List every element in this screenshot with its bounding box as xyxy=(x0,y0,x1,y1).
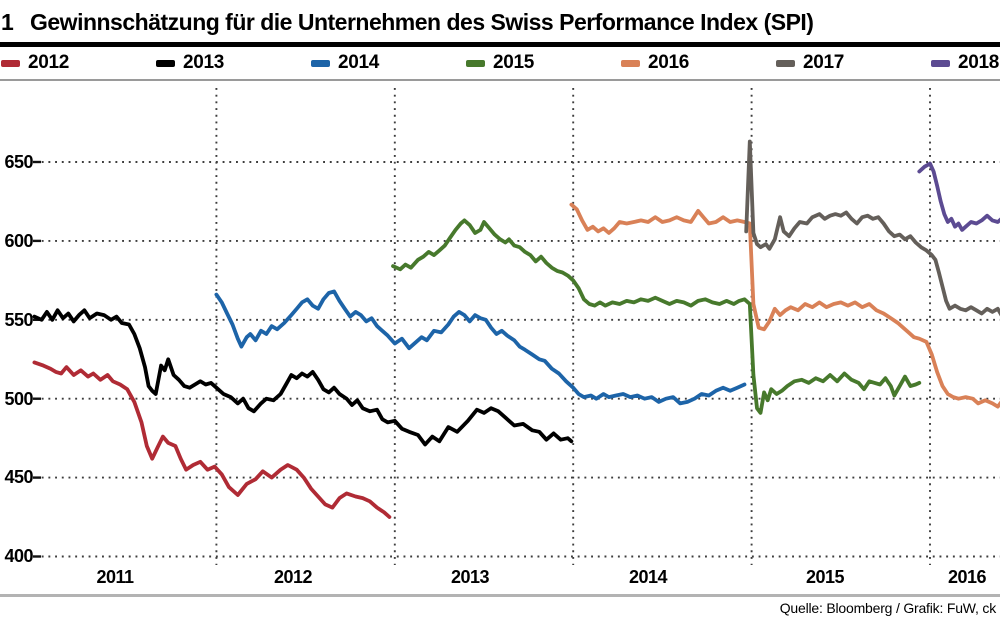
x-axis-tick-label: 2013 xyxy=(450,567,490,587)
legend-item-2014: 2014 xyxy=(311,51,379,75)
legend-label: 2012 xyxy=(28,52,70,73)
legend-swatch-2012-icon xyxy=(1,59,20,67)
legend-item-2013: 2013 xyxy=(156,51,224,75)
y-axis-tick-label: 550 xyxy=(4,310,33,330)
x-axis-tick-label: 2012 xyxy=(273,567,313,587)
y-axis-tick-label: 600 xyxy=(4,231,33,251)
legend-label: 2018 xyxy=(958,52,1000,73)
legend-item-2017: 2017 xyxy=(776,51,844,75)
y-axis-tick-label: 450 xyxy=(4,467,33,487)
legend-swatch-2016-icon xyxy=(621,59,640,67)
legend-swatch-2015-icon xyxy=(466,59,485,67)
legend-item-2018: 2018 xyxy=(931,51,999,75)
legend-swatch-2017-icon xyxy=(776,59,795,67)
footer-divider xyxy=(0,594,1000,597)
x-axis-tick-label: 2011 xyxy=(96,567,134,587)
y-axis-tick-label: 500 xyxy=(4,389,33,409)
legend-item-2016: 2016 xyxy=(621,51,689,75)
legend: 2012 2013 2014 2015 2016 2017 2018 xyxy=(0,51,1000,77)
legend-item-2012: 2012 xyxy=(1,51,69,75)
x-axis-tick-label: 2014 xyxy=(628,567,668,587)
title-divider xyxy=(0,42,1000,47)
y-axis-tick-label: 650 xyxy=(4,152,33,172)
legend-label: 2015 xyxy=(493,52,535,73)
legend-label: 2014 xyxy=(338,52,380,73)
x-axis-tick-label: 2015 xyxy=(805,567,845,587)
legend-item-2015: 2015 xyxy=(466,51,534,75)
legend-swatch-2018-icon xyxy=(931,59,950,67)
source-credit: Quelle: Bloomberg / Grafik: FuW, ck xyxy=(779,600,996,616)
legend-label: 2016 xyxy=(648,52,690,73)
legend-swatch-2014-icon xyxy=(311,59,330,67)
legend-label: 2013 xyxy=(183,52,225,73)
figure-number: 1 xyxy=(1,9,14,35)
legend-label: 2017 xyxy=(803,52,845,73)
y-axis-tick-label: 400 xyxy=(4,546,33,566)
x-axis-tick-label: 2016 xyxy=(947,567,987,587)
legend-divider xyxy=(0,79,1000,81)
legend-swatch-2013-icon xyxy=(156,59,175,67)
page-title: Gewinnschätzung für die Unternehmen des … xyxy=(30,9,814,35)
